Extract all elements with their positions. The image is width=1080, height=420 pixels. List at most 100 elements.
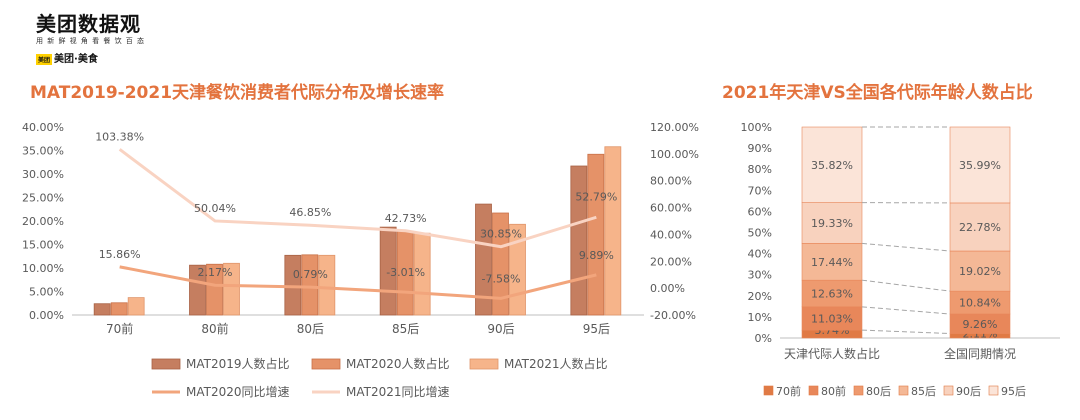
line-data-label: 42.73% bbox=[385, 212, 427, 225]
legend-label: MAT2021同比增速 bbox=[346, 385, 450, 399]
y-left-tick-label: 10.00% bbox=[22, 262, 64, 275]
legend-label: 70前 bbox=[776, 384, 801, 398]
line-data-label: -7.58% bbox=[482, 272, 521, 285]
y-left-tick-label: 35.00% bbox=[22, 145, 64, 158]
bar-MAT2020人数占比 bbox=[206, 263, 223, 316]
series-connector bbox=[861, 279, 951, 292]
segment-label: 12.63% bbox=[811, 288, 853, 301]
segment-label: 11.03% bbox=[811, 312, 853, 325]
logo-brand-text: 美团·美食 bbox=[54, 54, 98, 65]
segment-label: 17.44% bbox=[811, 256, 853, 269]
bar-MAT2020人数占比 bbox=[492, 212, 509, 316]
segment-label: 10.84% bbox=[959, 297, 1001, 310]
legend-label: MAT2020人数占比 bbox=[346, 356, 450, 371]
y-left-tick-label: 15.00% bbox=[22, 239, 64, 252]
legend-swatch bbox=[898, 385, 909, 396]
stacked-segment-85后 bbox=[801, 243, 863, 281]
x-tick-label: 90后 bbox=[487, 322, 514, 336]
line-data-label: 52.79% bbox=[575, 190, 617, 203]
bar-MAT2021人数占比 bbox=[223, 262, 240, 316]
x-tick-label: 天津代际人数占比 bbox=[784, 346, 880, 361]
segment-label: 19.33% bbox=[811, 217, 853, 230]
legend-label: 95后 bbox=[1001, 385, 1026, 398]
y-tick-label: 20% bbox=[748, 290, 772, 303]
y-left-tick-label: 30.00% bbox=[22, 168, 64, 181]
bar-MAT2021人数占比 bbox=[604, 146, 622, 316]
stacked-segment-80后 bbox=[801, 279, 863, 308]
y-right-tick-label: 20.00% bbox=[650, 255, 692, 268]
logo-main: 美团数据观 bbox=[36, 12, 141, 36]
stacked-segment-95后 bbox=[949, 126, 1011, 204]
line-data-label: -3.01% bbox=[386, 266, 425, 279]
y-tick-label: 90% bbox=[748, 142, 772, 155]
y-left-tick-label: 25.00% bbox=[22, 192, 64, 205]
series-connector bbox=[861, 242, 951, 252]
series-connector bbox=[861, 329, 951, 335]
logo-brand: 美团 美团·美食 bbox=[36, 50, 98, 65]
y-tick-label: 0% bbox=[755, 332, 772, 345]
line-data-label: 46.85% bbox=[289, 206, 331, 219]
legend-label: 80后 bbox=[866, 385, 891, 398]
y-left-tick-label: 40.00% bbox=[22, 121, 64, 134]
legend-swatch bbox=[988, 385, 999, 396]
left-chart-title: MAT2019-2021天津餐饮消费者代际分布及增长速率 bbox=[30, 83, 445, 103]
legend-swatch bbox=[763, 385, 774, 396]
bar-MAT2021人数占比 bbox=[127, 297, 145, 316]
bar-MAT2020人数占比 bbox=[301, 254, 319, 316]
x-tick-label: 70前 bbox=[106, 321, 133, 336]
y-right-tick-label: 80.00% bbox=[650, 175, 692, 188]
legend-label: MAT2020同比增速 bbox=[186, 385, 290, 399]
segment-label: 22.78% bbox=[959, 221, 1001, 234]
segment-label: 9.26% bbox=[963, 318, 998, 331]
y-tick-label: 30% bbox=[748, 269, 772, 282]
y-tick-label: 100% bbox=[741, 121, 772, 134]
legend-swatch bbox=[151, 358, 181, 370]
legend-label: MAT2021人数占比 bbox=[504, 356, 608, 371]
y-tick-label: 40% bbox=[748, 248, 772, 261]
line-data-label: 9.89% bbox=[579, 249, 614, 262]
y-right-tick-label: 100.00% bbox=[650, 148, 699, 161]
stacked-segment-90后 bbox=[801, 202, 863, 244]
bar-MAT2019人数占比 bbox=[475, 203, 492, 316]
legend-label: 85后 bbox=[911, 385, 936, 398]
legend-swatch bbox=[853, 385, 864, 396]
y-tick-label: 60% bbox=[748, 205, 772, 218]
y-left-tick-label: 5.00% bbox=[29, 286, 64, 299]
legend-swatch bbox=[808, 385, 819, 396]
line-data-label: 103.38% bbox=[95, 130, 144, 143]
y-right-tick-label: 40.00% bbox=[650, 228, 692, 241]
legend-label: 80前 bbox=[821, 384, 846, 398]
bar-MAT2021人数占比 bbox=[318, 254, 336, 316]
y-right-tick-label: 120.00% bbox=[650, 121, 699, 134]
y-tick-label: 70% bbox=[748, 184, 772, 197]
legend-swatch bbox=[943, 385, 954, 396]
logo-subtitle: 用 新 鲜 视 角 看 餐 饮 百 态 bbox=[36, 37, 146, 45]
line-MAT2021同比增速 bbox=[118, 148, 597, 249]
y-right-tick-label: 60.00% bbox=[650, 202, 692, 215]
line-MAT2020同比增速 bbox=[119, 265, 597, 300]
x-tick-label: 80后 bbox=[297, 322, 324, 336]
y-tick-label: 80% bbox=[748, 163, 772, 176]
x-tick-label: 95后 bbox=[583, 322, 610, 336]
stacked-segment-95后 bbox=[801, 126, 863, 203]
bar-MAT2019人数占比 bbox=[379, 226, 397, 316]
stacked-segment-85后 bbox=[949, 250, 1011, 292]
legend-label: MAT2019人数占比 bbox=[186, 356, 290, 371]
line-data-label: 0.79% bbox=[293, 268, 328, 281]
line-data-label: 50.04% bbox=[194, 202, 236, 215]
bar-MAT2019人数占比 bbox=[189, 264, 206, 316]
line-data-label: 15.86% bbox=[99, 248, 141, 261]
line-data-label: 2.17% bbox=[198, 266, 233, 279]
x-tick-label: 80前 bbox=[201, 321, 228, 336]
logo-badge: 美团 bbox=[36, 53, 53, 65]
segment-label: 35.99% bbox=[959, 159, 1001, 172]
legend-swatch bbox=[469, 358, 499, 370]
segment-label: 35.82% bbox=[811, 159, 853, 172]
legend-swatch bbox=[311, 358, 341, 370]
series-connector bbox=[861, 306, 951, 315]
bar-MAT2019人数占比 bbox=[93, 303, 111, 316]
logo: 美团数据观 用 新 鲜 视 角 看 餐 饮 百 态 美团 美团·美食 bbox=[30, 8, 170, 66]
y-left-tick-label: 0.00% bbox=[29, 309, 64, 322]
y-right-tick-label: 0.00% bbox=[650, 282, 685, 295]
